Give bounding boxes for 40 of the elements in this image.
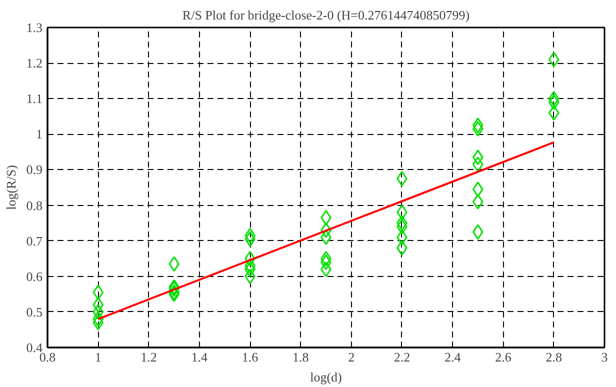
y-tick-label: 0.5	[26, 304, 42, 320]
point	[472, 182, 484, 198]
point	[548, 105, 560, 121]
y-tick-label: 1.1	[26, 91, 42, 106]
y-axis-title: log(R/S)	[3, 165, 18, 210]
point	[548, 90, 560, 106]
x-tick-label: 2.4	[444, 350, 462, 364]
y-tick-label: 1	[36, 126, 42, 142]
y-tick-label: 1.3	[26, 20, 42, 35]
x-tick-label: 2.6	[495, 350, 512, 364]
point	[472, 194, 484, 210]
y-tick-label: 0.7	[26, 233, 43, 248]
y-tick-label: 1.2	[26, 56, 42, 71]
x-tick-label: 1.4	[191, 350, 208, 364]
point	[548, 52, 560, 68]
point	[92, 284, 104, 300]
point	[472, 224, 484, 240]
point	[472, 156, 484, 172]
x-tick-label: 3	[601, 350, 608, 364]
y-tick-label: 0.6	[26, 268, 43, 284]
point	[92, 311, 104, 327]
x-tick-label: 1.8	[292, 350, 309, 364]
x-tick-label: 2	[348, 350, 355, 364]
point	[92, 304, 104, 320]
chart-title: R/S Plot for bridge-close-2-0 (H=0.276144740850799)	[182, 8, 470, 22]
y-tick-label: 0.9	[26, 162, 42, 178]
point	[168, 256, 180, 272]
point	[472, 118, 484, 134]
x-tick-label: 1	[94, 350, 102, 364]
point	[548, 94, 560, 110]
x-tick-label: 1.6	[242, 350, 259, 364]
point	[472, 121, 484, 137]
point	[472, 150, 484, 166]
x-tick-label: 2.2	[394, 350, 410, 364]
point	[92, 314, 104, 330]
x-tick-label: 1.2	[140, 350, 157, 364]
x-axis-title: log(d)	[310, 370, 342, 384]
y-tick-label: 0.8	[26, 198, 42, 213]
point	[92, 297, 104, 313]
x-tick-label: 2.8	[546, 350, 562, 364]
